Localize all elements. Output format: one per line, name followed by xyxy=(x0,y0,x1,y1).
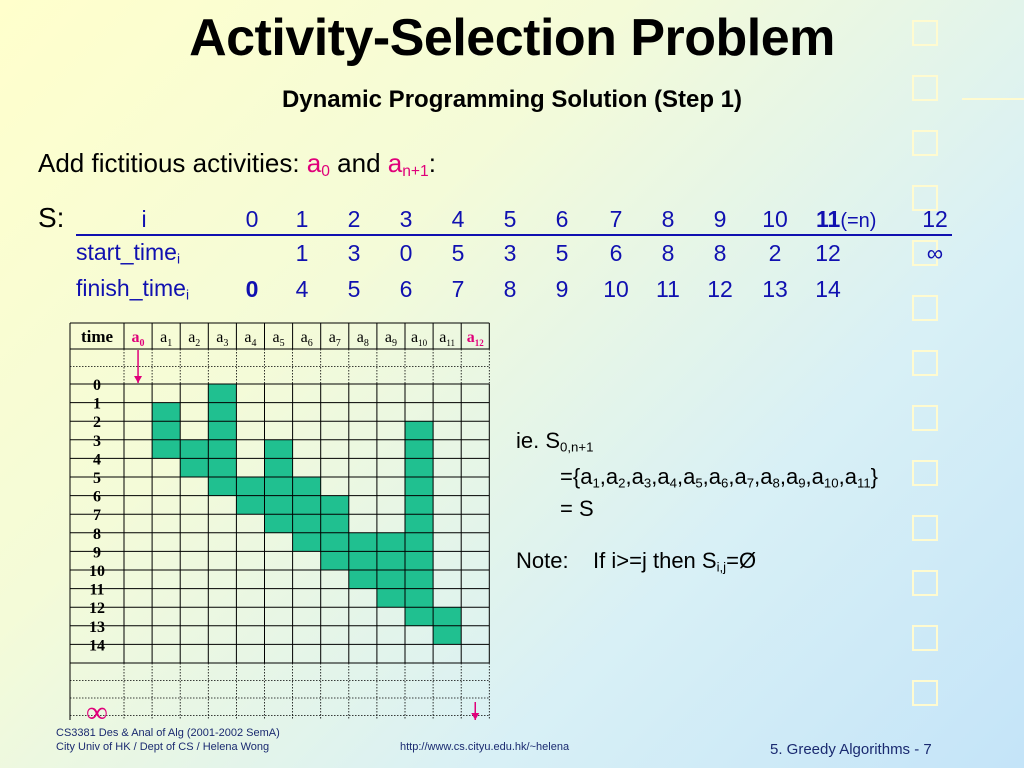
footer-page: 5. Greedy Algorithms - 7 xyxy=(770,741,932,758)
i-row-label: i xyxy=(141,206,147,232)
i-value: 6 xyxy=(555,206,569,232)
a12-arrow-head xyxy=(471,713,480,720)
finish-value: 10 xyxy=(603,276,629,302)
finish-value: 7 xyxy=(451,276,465,302)
time-row-label: 8 xyxy=(93,526,101,543)
a0-arrow-head xyxy=(134,376,143,383)
activity-bar xyxy=(152,402,181,459)
time-row-label: 9 xyxy=(93,544,101,561)
activity-col-header: a11 xyxy=(439,329,455,348)
activity-col-header: a7 xyxy=(329,329,341,349)
i-value: 3 xyxy=(399,206,413,232)
set-line: ={a1,a2,a3,a4,a5,a6,a7,a8,a9,a10,a11} xyxy=(560,464,879,491)
time-row-label: 11 xyxy=(89,582,104,599)
time-row-label: 14 xyxy=(89,637,105,654)
decorative-squares xyxy=(912,20,942,720)
finish-value: 12 xyxy=(707,276,733,302)
slide-title: Activity-Selection Problem xyxy=(189,9,835,67)
decorative-line xyxy=(962,98,1024,100)
activity-col-header: a5 xyxy=(272,329,284,349)
equals-s: = S xyxy=(560,496,594,521)
time-row-label: 6 xyxy=(93,489,101,506)
start-value: 5 xyxy=(555,240,569,266)
activity-col-header: a1 xyxy=(160,329,172,349)
activity-col-header: a8 xyxy=(357,329,369,349)
activity-col-header: a9 xyxy=(385,329,397,349)
start-value: 6 xyxy=(609,240,623,266)
intro-prefix: Add fictitious activities: xyxy=(38,148,307,178)
time-row-label: 4 xyxy=(93,451,101,468)
footer-url: http://www.cs.cityu.edu.hk/~helena xyxy=(400,741,570,753)
i-value: 8 xyxy=(661,206,675,232)
i-value: 9 xyxy=(713,206,727,232)
start-value: 3 xyxy=(347,240,361,266)
start-value: ∞ xyxy=(926,240,944,266)
time-row-label: 7 xyxy=(93,507,101,524)
start-row-label: start_timei xyxy=(76,239,181,267)
infinity-label: ∞ xyxy=(86,696,107,729)
finish-value: 6 xyxy=(399,276,413,302)
finish-value: 9 xyxy=(555,276,569,302)
activity-col-header: a0 xyxy=(132,329,145,349)
activity-col-header: a12 xyxy=(467,329,485,348)
i-value: 4 xyxy=(451,206,465,232)
activity-bar xyxy=(405,421,434,626)
note-label: Note: xyxy=(516,548,569,573)
time-header: time xyxy=(81,327,114,346)
activity-col-header: a4 xyxy=(244,329,256,349)
time-row-label: 13 xyxy=(89,619,105,636)
i-value: 2 xyxy=(347,206,361,232)
activity-col-header: a3 xyxy=(216,329,228,349)
start-value: 0 xyxy=(399,240,413,266)
i-value: 1 xyxy=(295,206,309,232)
activity-col-header: a10 xyxy=(411,329,428,348)
start-value: 12 xyxy=(815,240,841,266)
activity-bar xyxy=(348,532,377,589)
intro-suffix: : xyxy=(428,148,436,178)
ie-line: ie. S0,n+1 xyxy=(516,428,594,455)
slide-subtitle: Dynamic Programming Solution (Step 1) xyxy=(281,86,743,113)
finish-value: 5 xyxy=(347,276,361,302)
intro-and: and xyxy=(329,148,388,178)
time-row-label: 3 xyxy=(93,433,101,450)
time-row-label: 0 xyxy=(93,377,101,394)
finish-row-label: finish_timei xyxy=(76,275,190,303)
i-row-underline xyxy=(76,234,952,236)
finish-value: 11 xyxy=(656,276,680,302)
time-row-label: 2 xyxy=(93,414,101,431)
time-row-label: 5 xyxy=(93,470,101,487)
activity-bar xyxy=(264,439,293,533)
finish-value: 8 xyxy=(503,276,517,302)
footer-course: CS3381 Des & Anal of Alg (2001-2002 SemA… xyxy=(56,727,280,753)
start-value: 5 xyxy=(451,240,465,266)
start-value: 8 xyxy=(713,240,727,266)
time-row-label: 1 xyxy=(93,396,101,413)
i-value: 7 xyxy=(609,206,623,232)
note-line: Note: If i>=j then Si,j=Ø xyxy=(516,548,757,575)
i-value: 5 xyxy=(503,206,517,232)
start-value: 2 xyxy=(768,240,782,266)
time-row-label: 10 xyxy=(89,563,105,580)
i-value: 12 xyxy=(922,206,948,232)
an1-label: an+1 xyxy=(387,148,429,180)
i-value: 10 xyxy=(762,206,788,232)
finish-value: 4 xyxy=(295,276,309,302)
finish-value: 14 xyxy=(815,276,841,302)
i-value: 0 xyxy=(245,206,259,232)
i-value: 11(=n) xyxy=(816,206,877,232)
time-row-label: 12 xyxy=(89,600,105,617)
finish-value: 13 xyxy=(762,276,788,302)
start-value: 8 xyxy=(661,240,675,266)
a0-label: a0 xyxy=(306,148,330,180)
s-label: S: xyxy=(38,202,65,233)
activity-col-header: a6 xyxy=(301,329,313,349)
finish-value: 0 xyxy=(245,276,259,302)
intro-line: Add fictitious activities: a0 and an+1: xyxy=(38,148,436,181)
activity-col-header: a2 xyxy=(188,329,200,349)
start-value: 3 xyxy=(503,240,517,266)
start-value: 1 xyxy=(295,240,309,266)
